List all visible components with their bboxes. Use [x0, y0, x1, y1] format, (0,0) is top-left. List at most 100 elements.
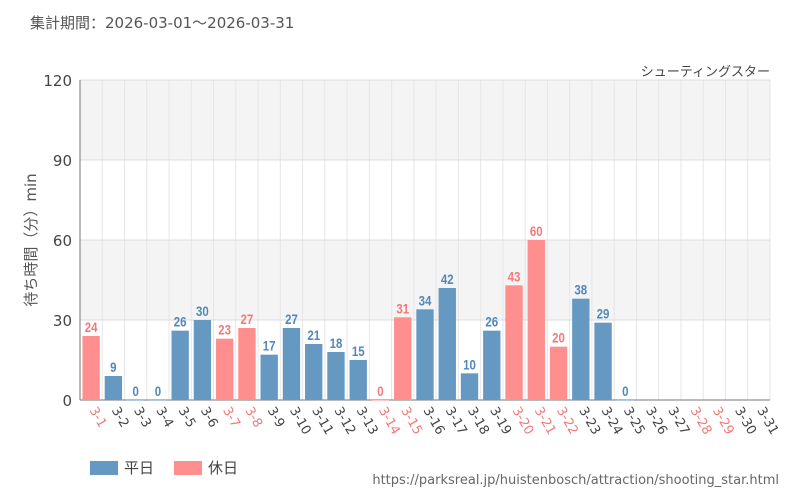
x-tick-label: 3-18: [464, 405, 492, 438]
data-label: 29: [597, 306, 610, 322]
x-tick-label: 3-11: [308, 405, 336, 438]
x-tick-label: 3-31: [753, 405, 781, 438]
x-tick-label: 3-22: [553, 405, 581, 438]
y-tick-label: 60: [53, 232, 72, 250]
bar: [104, 376, 123, 400]
bar: [572, 298, 590, 400]
plot-band: [80, 80, 770, 160]
x-tick-label: 3-8: [241, 405, 265, 431]
legend-holiday-label: 休日: [208, 459, 239, 477]
x-tick-label: 3-1: [86, 405, 110, 431]
source-url[interactable]: https://parksreal.jp/huistenbosch/attrac…: [372, 473, 779, 488]
x-tick-label: 3-30: [731, 405, 759, 438]
x-tick-label: 3-16: [420, 405, 448, 438]
bar: [260, 354, 278, 400]
y-tick-label: 30: [53, 312, 72, 330]
x-tick-label: 3-21: [531, 405, 559, 438]
x-tick-label: 3-13: [353, 405, 381, 438]
data-label: 21: [307, 327, 320, 343]
data-label: 15: [352, 343, 365, 359]
period-label: 集計期間：2026-03-01～2026-03-31: [30, 14, 295, 32]
x-tick-label: 3-7: [219, 405, 243, 431]
x-tick-label: 3-27: [664, 405, 692, 438]
data-label: 26: [485, 314, 498, 330]
x-tick-label: 3-4: [152, 405, 176, 431]
bar: [238, 328, 256, 400]
x-tick-label: 3-14: [375, 405, 403, 438]
data-label: 42: [441, 271, 454, 287]
y-axis-title: 待ち時間（分）min: [22, 173, 40, 306]
data-label: 0: [377, 383, 383, 399]
data-label: 0: [622, 383, 628, 399]
bar: [505, 285, 523, 400]
x-tick-label: 3-6: [197, 405, 221, 431]
bar: [527, 240, 545, 400]
bar: [616, 400, 635, 401]
x-tick-label: 3-26: [642, 405, 670, 438]
plot-band: [80, 240, 770, 320]
x-tick-label: 3-24: [598, 405, 626, 438]
plot-band: [80, 160, 770, 240]
data-label: 31: [396, 300, 409, 316]
bar: [193, 320, 212, 400]
data-label: 0: [132, 383, 138, 399]
data-label: 27: [241, 311, 254, 327]
bar: [282, 328, 301, 400]
y-tick-label: 0: [62, 392, 72, 410]
legend-weekday-label: 平日: [124, 459, 155, 477]
x-tick-label: 3-10: [286, 405, 314, 438]
x-tick-label: 3-17: [442, 405, 470, 438]
legend-weekday-swatch: [90, 460, 118, 475]
attraction-name: シューティングスター: [640, 65, 770, 80]
data-label: 9: [110, 359, 116, 375]
bar: [327, 352, 345, 400]
data-label: 0: [155, 383, 161, 399]
bar: [371, 400, 390, 401]
x-tick-label: 3-20: [509, 405, 537, 438]
data-label: 20: [552, 330, 565, 346]
data-label: 34: [419, 292, 433, 308]
bar: [416, 309, 434, 400]
bar: [126, 400, 145, 401]
data-label: 60: [530, 223, 543, 239]
data-label: 24: [85, 319, 99, 335]
data-label: 27: [285, 311, 298, 327]
data-label: 26: [174, 314, 187, 330]
bar: [549, 346, 568, 400]
bar: [438, 288, 456, 400]
bar: [394, 317, 412, 400]
data-label: 17: [263, 338, 276, 354]
x-tick-label: 3-19: [486, 405, 514, 438]
x-tick-label: 3-9: [264, 405, 288, 431]
x-tick-label: 3-3: [130, 405, 154, 431]
legend-holiday-swatch: [174, 460, 203, 475]
legend: 平日 休日: [90, 457, 238, 478]
y-tick-label: 90: [53, 152, 72, 170]
data-label: 30: [196, 303, 209, 319]
x-tick-label: 3-15: [397, 405, 425, 438]
x-tick-label: 3-29: [709, 405, 737, 438]
bar: [483, 330, 501, 400]
bar: [305, 344, 323, 400]
x-tick-label: 3-2: [108, 405, 132, 431]
legend-weekday[interactable]: 平日: [90, 457, 154, 478]
legend-holiday[interactable]: 休日: [174, 457, 238, 478]
x-tick-label: 3-25: [620, 405, 648, 438]
bar: [460, 373, 479, 400]
bar: [171, 330, 189, 400]
data-label: 18: [330, 335, 343, 351]
data-label: 23: [218, 322, 231, 338]
data-label: 10: [463, 356, 476, 372]
x-tick-label: 3-28: [687, 405, 715, 438]
x-tick-label: 3-5: [175, 405, 199, 431]
data-label: 38: [574, 282, 587, 298]
data-label: 43: [508, 268, 521, 284]
x-tick-label: 3-12: [331, 405, 359, 438]
bar: [215, 338, 234, 400]
bar: [349, 360, 367, 400]
x-tick-label: 3-23: [575, 405, 603, 438]
bar: [82, 336, 100, 400]
bar: [594, 322, 612, 400]
bar: [149, 400, 167, 401]
